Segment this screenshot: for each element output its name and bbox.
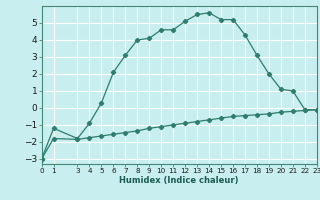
X-axis label: Humidex (Indice chaleur): Humidex (Indice chaleur): [119, 176, 239, 185]
